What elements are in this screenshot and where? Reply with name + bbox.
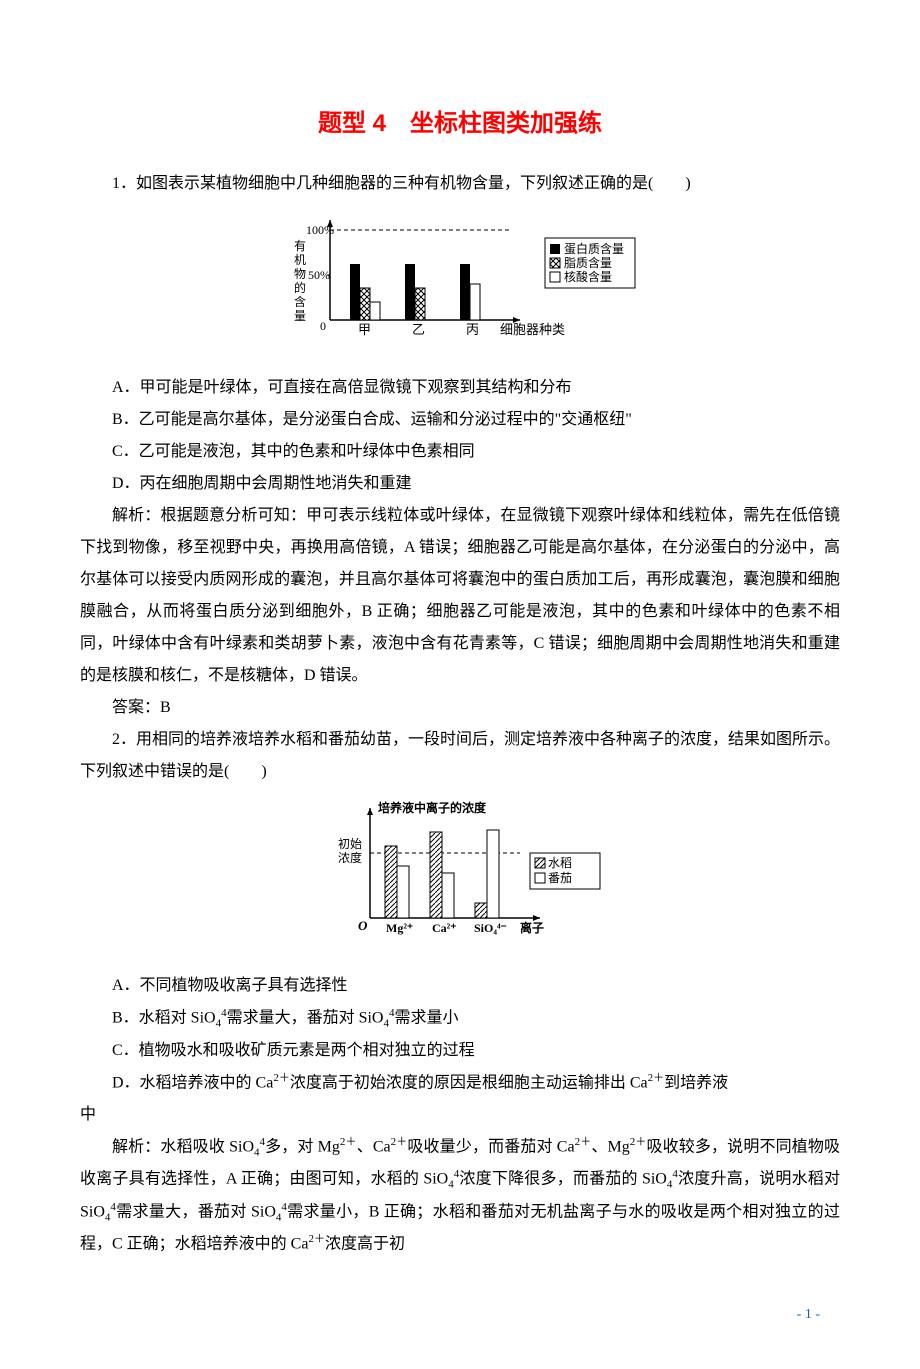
c1-ylabel5: 含 bbox=[294, 294, 306, 309]
chart2: 培养液中离子的浓度 初始 浓度 O Mg²⁺ Ca²⁺ SiO₄⁴⁻ 离子 水稻 bbox=[310, 798, 610, 948]
c2-cat1: Mg²⁺ bbox=[386, 921, 413, 935]
c2-cat2: Ca²⁺ bbox=[432, 921, 457, 935]
q1-optD: D．丙在细胞周期中会周期性地消失和重建 bbox=[80, 468, 840, 500]
q2e-sub6: 4 bbox=[448, 1179, 454, 1191]
q2e-sub9: 4 bbox=[276, 1211, 282, 1223]
q2b-sub1: 4 bbox=[216, 1018, 222, 1030]
q2e-4: 吸收量少，而番茄对 Ca bbox=[407, 1138, 574, 1155]
c1-tick50: 50% bbox=[308, 268, 330, 282]
q1-optA: A．甲可能是叶绿体，可直接在高倍显微镜下观察到其结构和分布 bbox=[80, 372, 840, 404]
c2-origin: O bbox=[358, 918, 368, 933]
q2e-1: 解析：水稻吸收 SiO bbox=[112, 1138, 254, 1155]
q2b-2: 需求量大，番茄对 SiO bbox=[227, 1009, 384, 1026]
q2d-3: 到培养液 bbox=[664, 1074, 728, 1091]
q2b-3: 需求量小 bbox=[394, 1009, 458, 1026]
q2e-5: 、Mg bbox=[591, 1138, 629, 1155]
page: 题型 4 坐标柱图类加强练 1．如图表示某植物细胞中几种细胞器的三种有机物含量，… bbox=[0, 0, 920, 1369]
q1-explanation: 解析：根据题意分析可知：甲可表示线粒体或叶绿体，在显微镜下观察叶绿体和线粒体，需… bbox=[80, 500, 840, 692]
c1-leg3: 核酸含量 bbox=[564, 269, 612, 284]
q2e-11: 浓度高于初 bbox=[325, 1236, 405, 1253]
q2-optB: B．水稻对 SiO44需求量大，番茄对 SiO44需求量小 bbox=[80, 1002, 840, 1035]
c2-leg2: 番茄 bbox=[548, 871, 572, 885]
q2e-sup3: 2＋ bbox=[391, 1136, 408, 1148]
q2b-sub2: 4 bbox=[383, 1018, 389, 1030]
c1-xlabel: 细胞器种类 bbox=[500, 322, 565, 337]
q2e-sup5: 2＋ bbox=[630, 1136, 647, 1148]
q2d-sup1: 2＋ bbox=[273, 1072, 290, 1084]
q2e-sub1: 4 bbox=[254, 1146, 260, 1158]
q2d-sup2: 2＋ bbox=[648, 1072, 665, 1084]
page-footer: - 1 - bbox=[80, 1301, 840, 1329]
c2-ylabel: 培养液中离子的浓度 bbox=[378, 800, 487, 815]
q1-stem: 1．如图表示某植物细胞中几种细胞器的三种有机物含量，下列叙述正确的是( ) bbox=[80, 168, 840, 200]
q2e-2: 多，对 Mg bbox=[265, 1138, 340, 1155]
c1-cat1: 甲 bbox=[358, 322, 371, 337]
c1-ylabel2: 机 bbox=[294, 253, 306, 267]
q2e-9: 需求量大，番茄对 SiO bbox=[116, 1203, 276, 1220]
chart1: 有 机 物 的 含 量 100% 50% 0 甲 乙 bbox=[280, 210, 640, 350]
q2-optD: D．水稻培养液中的 Ca2＋浓度高于初始浓度的原因是根细胞主动运输排出 Ca2＋… bbox=[80, 1067, 840, 1099]
q2d-1: D．水稻培养液中的 Ca bbox=[112, 1074, 273, 1091]
chart2-wrap: 培养液中离子的浓度 初始 浓度 O Mg²⁺ Ca²⁺ SiO₄⁴⁻ 离子 水稻 bbox=[80, 798, 840, 960]
q2e-sub7: 4 bbox=[667, 1179, 673, 1191]
q2e-sup2: 2＋ bbox=[340, 1136, 357, 1148]
page-title: 题型 4 坐标柱图类加强练 bbox=[80, 100, 840, 148]
c1-ylabel6: 量 bbox=[294, 309, 306, 323]
c1-ylabel3: 物 bbox=[294, 267, 306, 281]
c1-cat2: 乙 bbox=[412, 322, 425, 337]
q2-explanation: 解析：水稻吸收 SiO44多，对 Mg2＋、Ca2＋吸收量少，而番茄对 Ca2＋… bbox=[80, 1131, 840, 1261]
q2e-sub8: 4 bbox=[105, 1211, 111, 1223]
chart1-wrap: 有 机 物 的 含 量 100% 50% 0 甲 乙 bbox=[80, 210, 840, 362]
q2b-1: B．水稻对 SiO bbox=[112, 1009, 216, 1026]
c2-init2: 浓度 bbox=[338, 850, 362, 865]
c2-xlabel: 离子 bbox=[520, 920, 544, 935]
c1-leg1: 蛋白质含量 bbox=[564, 241, 624, 256]
c1-tick0: 0 bbox=[320, 319, 326, 333]
c1-tick100: 100% bbox=[306, 223, 334, 237]
q2-optA: A．不同植物吸收离子具有选择性 bbox=[80, 970, 840, 1002]
q2e-sup4: 2＋ bbox=[575, 1136, 592, 1148]
q2-optC: C．植物吸水和吸收矿质元素是两个相对独立的过程 bbox=[80, 1035, 840, 1067]
q2e-7: 浓度下降很多，而番茄的 SiO bbox=[459, 1171, 667, 1188]
c1-ylabel: 有 bbox=[294, 239, 306, 253]
q2-stem: 2．用相同的培养液培养水稻和番茄幼苗，一段时间后，测定培养液中各种离子的浓度，结… bbox=[80, 724, 840, 788]
q2-optD-cont: 中 bbox=[80, 1099, 840, 1131]
c1-ylabel4: 的 bbox=[294, 280, 306, 295]
q2e-3: 、Ca bbox=[357, 1138, 391, 1155]
q2d-2: 浓度高于初始浓度的原因是根细胞主动运输排出 Ca bbox=[290, 1074, 648, 1091]
q2e-sup10: 2＋ bbox=[308, 1233, 325, 1245]
c1-leg2: 脂质含量 bbox=[564, 255, 612, 270]
q1-optC: C．乙可能是液泡，其中的色素和叶绿体中色素相同 bbox=[80, 436, 840, 468]
q1-answer: 答案：B bbox=[80, 692, 840, 724]
q1-optB: B．乙可能是高尔基体，是分泌蛋白合成、运输和分泌过程中的"交通枢纽" bbox=[80, 404, 840, 436]
c1-cat3: 丙 bbox=[466, 322, 479, 337]
c2-init1: 初始 bbox=[338, 837, 362, 851]
c2-cat3: SiO₄⁴⁻ bbox=[474, 921, 507, 935]
c2-leg1: 水稻 bbox=[548, 856, 572, 870]
